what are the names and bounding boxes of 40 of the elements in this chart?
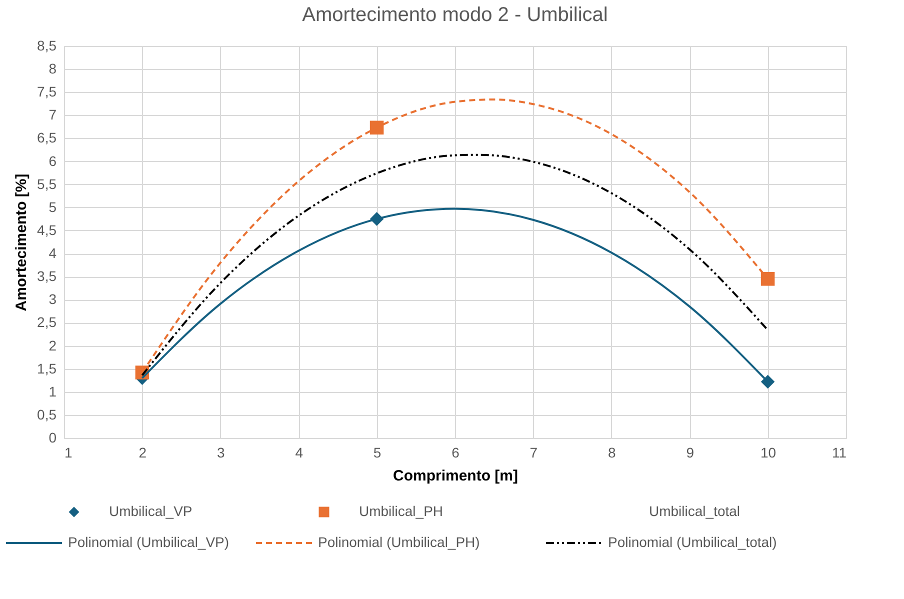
x-tick-label: 11 (832, 444, 847, 460)
y-tick-label: 4,5 (37, 222, 57, 238)
y-tick-label: 8 (48, 60, 57, 77)
y-tick-label: 7,5 (37, 84, 57, 100)
y-tick-label: 2 (48, 337, 57, 354)
x-tick-label: 4 (295, 444, 304, 460)
y-tick-label: 5,5 (37, 176, 57, 192)
y-tick-label: 7 (48, 106, 57, 123)
legend-label: Umbilical_PH (359, 503, 444, 519)
legend-label: Polinomial (Umbilical_PH) (318, 534, 480, 550)
x-tick-label: 6 (452, 444, 460, 460)
point (370, 120, 384, 135)
x-tick-label: 5 (373, 444, 382, 460)
point (760, 272, 775, 286)
legend-label: Umbilical_VP (109, 503, 192, 519)
y-tick-label: 6,5 (37, 130, 57, 146)
legend-label: Polinomial (Umbilical_total) (608, 534, 777, 550)
x-tick-label: 10 (760, 444, 776, 460)
x-tick-label: 7 (530, 444, 538, 460)
y-axis-title: Amortecimento [%] (13, 174, 30, 312)
y-tick-label: 0 (48, 430, 57, 446)
x-tick-label: 9 (686, 444, 694, 460)
chart-title: Amortecimento modo 2 - Umbilical (302, 4, 608, 26)
x-axis-title: Comprimento [m] (393, 468, 518, 484)
x-tick-label: 8 (608, 444, 616, 460)
y-tick-label: 1,5 (37, 360, 57, 376)
x-tick-label: 1 (64, 444, 72, 460)
y-tick-label: 6 (48, 152, 57, 169)
y-tick-label: 1 (48, 383, 57, 400)
y-tick-label: 5 (48, 198, 57, 215)
y-tick-label: 0,5 (37, 406, 57, 422)
y-tick-label: 3 (48, 291, 57, 308)
text: Umbilical_total (649, 503, 740, 519)
x-tick-label: 3 (217, 444, 225, 460)
y-tick-label: 4 (48, 245, 57, 262)
y-tick-label: 2,5 (37, 314, 57, 330)
x-tick-label: 2 (138, 444, 147, 460)
y-tick-label: 8,5 (37, 38, 57, 54)
legend-label: Polinomial (Umbilical_VP) (68, 534, 230, 550)
y-tick-label: 3,5 (37, 268, 57, 284)
